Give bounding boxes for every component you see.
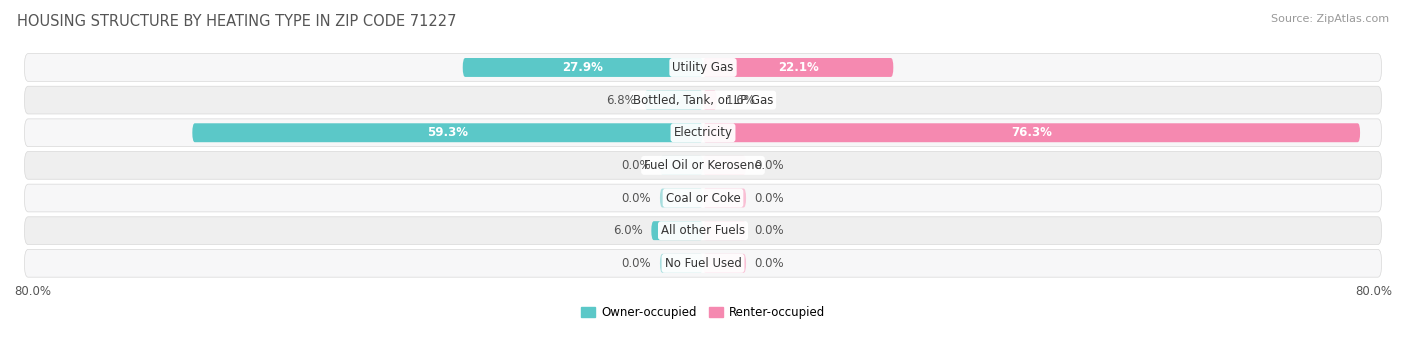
FancyBboxPatch shape <box>24 119 1382 147</box>
FancyBboxPatch shape <box>24 151 1382 179</box>
Text: 0.0%: 0.0% <box>755 257 785 270</box>
Text: Source: ZipAtlas.com: Source: ZipAtlas.com <box>1271 14 1389 24</box>
Text: 0.0%: 0.0% <box>621 159 651 172</box>
Text: 1.6%: 1.6% <box>725 94 755 107</box>
FancyBboxPatch shape <box>193 123 703 142</box>
Text: 22.1%: 22.1% <box>778 61 818 74</box>
FancyBboxPatch shape <box>24 54 1382 81</box>
FancyBboxPatch shape <box>703 189 747 207</box>
FancyBboxPatch shape <box>644 91 703 109</box>
Text: 0.0%: 0.0% <box>621 192 651 205</box>
Text: 6.8%: 6.8% <box>606 94 636 107</box>
Text: 59.3%: 59.3% <box>427 126 468 139</box>
Text: 76.3%: 76.3% <box>1011 126 1052 139</box>
Text: 80.0%: 80.0% <box>1355 284 1392 297</box>
Text: Coal or Coke: Coal or Coke <box>665 192 741 205</box>
Text: 27.9%: 27.9% <box>562 61 603 74</box>
FancyBboxPatch shape <box>24 217 1382 244</box>
FancyBboxPatch shape <box>463 58 703 77</box>
Text: Bottled, Tank, or LP Gas: Bottled, Tank, or LP Gas <box>633 94 773 107</box>
Text: HOUSING STRUCTURE BY HEATING TYPE IN ZIP CODE 71227: HOUSING STRUCTURE BY HEATING TYPE IN ZIP… <box>17 14 457 29</box>
Text: Fuel Oil or Kerosene: Fuel Oil or Kerosene <box>644 159 762 172</box>
FancyBboxPatch shape <box>703 221 747 240</box>
Text: 0.0%: 0.0% <box>755 159 785 172</box>
FancyBboxPatch shape <box>24 86 1382 114</box>
FancyBboxPatch shape <box>703 123 1360 142</box>
FancyBboxPatch shape <box>659 189 703 207</box>
FancyBboxPatch shape <box>703 58 893 77</box>
FancyBboxPatch shape <box>24 249 1382 277</box>
Text: 0.0%: 0.0% <box>755 192 785 205</box>
FancyBboxPatch shape <box>703 156 747 175</box>
FancyBboxPatch shape <box>24 184 1382 212</box>
Text: 0.0%: 0.0% <box>621 257 651 270</box>
FancyBboxPatch shape <box>703 254 747 273</box>
Text: Utility Gas: Utility Gas <box>672 61 734 74</box>
Text: All other Fuels: All other Fuels <box>661 224 745 237</box>
Text: 6.0%: 6.0% <box>613 224 643 237</box>
FancyBboxPatch shape <box>703 91 717 109</box>
Text: No Fuel Used: No Fuel Used <box>665 257 741 270</box>
Text: 0.0%: 0.0% <box>755 224 785 237</box>
Text: Electricity: Electricity <box>673 126 733 139</box>
Text: 80.0%: 80.0% <box>14 284 51 297</box>
FancyBboxPatch shape <box>659 156 703 175</box>
FancyBboxPatch shape <box>659 254 703 273</box>
Legend: Owner-occupied, Renter-occupied: Owner-occupied, Renter-occupied <box>576 301 830 324</box>
FancyBboxPatch shape <box>651 221 703 240</box>
